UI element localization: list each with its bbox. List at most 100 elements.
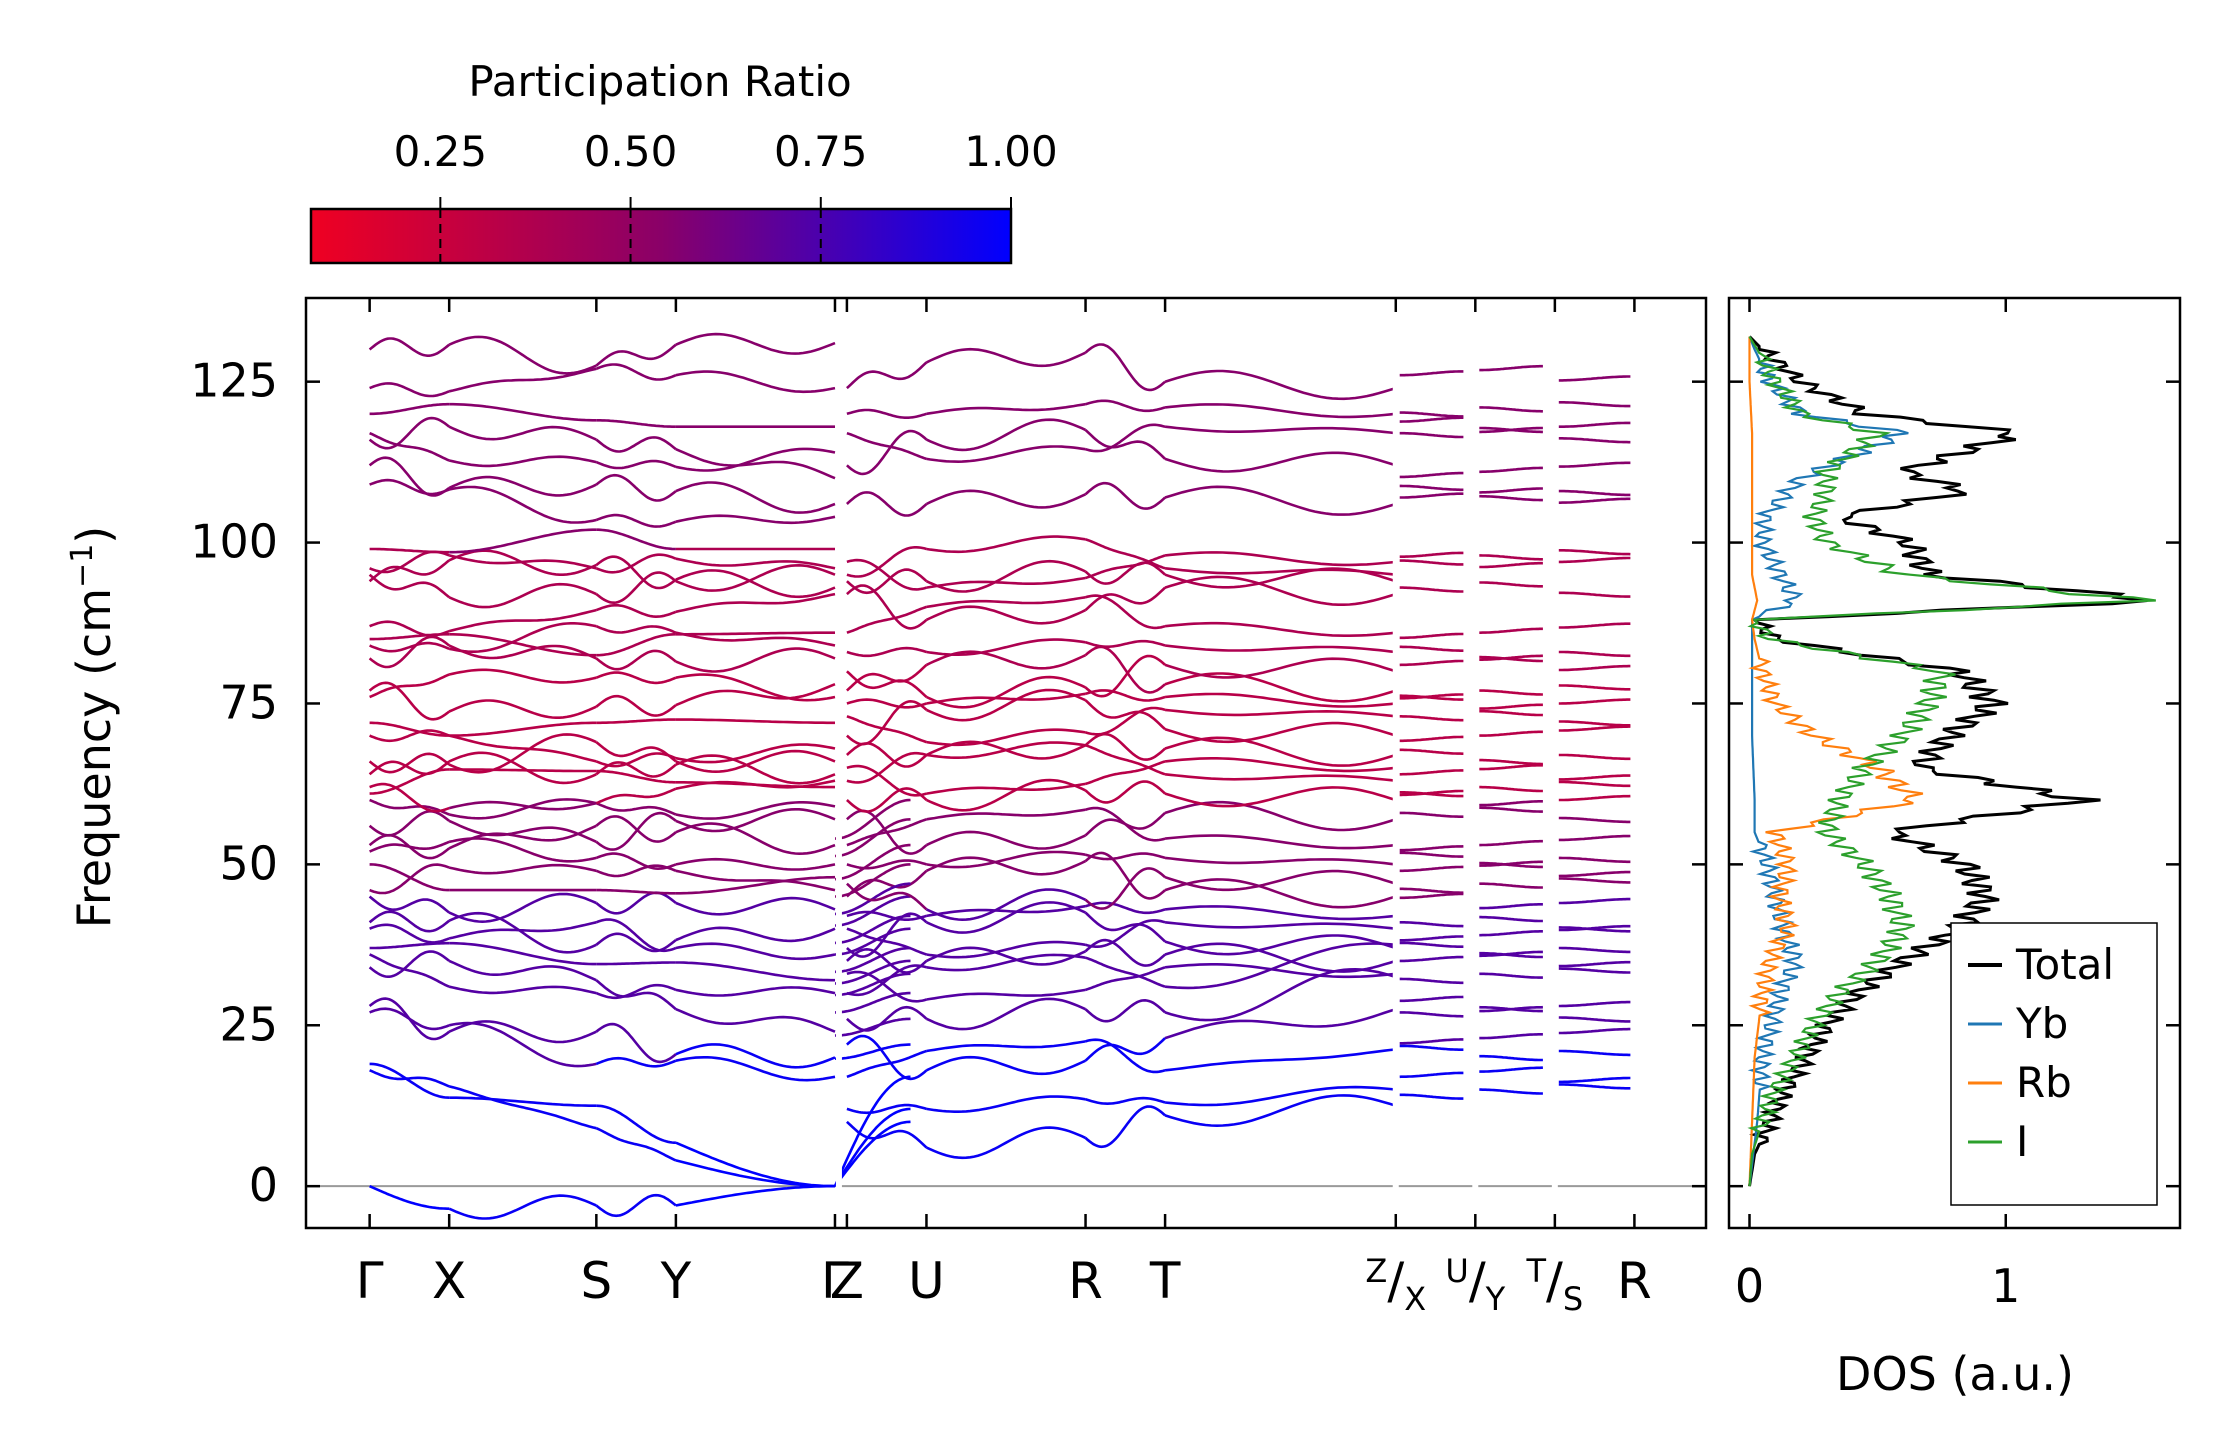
band-27-seg2-2 [925,605,1087,625]
band-37-seg1-1 [449,402,597,422]
kpoint-label-0-0: Γ [356,1252,384,1310]
band-2-seg2-1 [846,1049,927,1079]
dos-curves [1747,335,2156,1187]
band-7-seg2-1 [846,947,928,974]
band-26-flat-1 [1479,655,1543,663]
band-38-seg1-0 [369,382,450,398]
band-33-seg1-2 [595,513,677,528]
band-10-seg2-1 [846,910,927,921]
band-33-seg2-3 [1085,423,1166,453]
band-17-seg1-1 [449,768,597,773]
band-5-seg1-0 [368,950,451,978]
band-32-flat-2 [1558,489,1631,497]
band-9-seg2-4 [1164,921,1396,930]
band-26-seg1-2 [595,625,677,634]
legend-frame [1950,922,2158,1206]
band-22-seg2-2 [926,692,1086,705]
band-8-seg2-3 [1084,911,1166,943]
band-36-seg1-0 [369,431,450,462]
band-5-seg2-2 [926,953,1086,972]
frequency-axis-label: Frequency (cm−1) [65,526,121,929]
band-6-flat-1 [1479,972,1543,979]
kpoint-fraction-slash-0: / [1387,1252,1404,1310]
band-32-seg2-3 [1084,428,1166,460]
band-2-flat-0 [1399,1044,1464,1051]
segment-gap-3 [1472,300,1479,1226]
colorbar-tick-label-0: 0.25 [394,127,488,176]
band-37-flat-0 [1399,370,1464,377]
band-26-seg2-3 [1085,594,1166,630]
band-6-seg2-1 [846,970,927,1003]
band-4-seg1-2 [595,1022,677,1064]
band-7-seg2-0 [835,959,911,985]
band-32-flat-0 [1399,484,1464,492]
colorbar: Participation Ratio 0.25 0.50 0.75 1.00 [309,57,1058,265]
band-13-seg2-4 [1164,856,1396,866]
band-0-seg2-0 [833,1120,911,1187]
colorbar-tick-label-2: 0.75 [774,127,868,176]
band-21-seg1-2 [595,752,677,768]
band-15-seg2-0 [834,818,911,858]
band-25-seg1-3 [675,647,836,673]
band-22-seg2-1 [846,698,927,709]
band-17-seg2-1 [846,751,927,784]
band-28-seg1-0 [369,620,450,637]
band-35-seg1-1 [448,425,597,441]
band-22-flat-0 [1399,715,1464,722]
colorbar-tick-label-1: 0.50 [584,127,678,176]
band-21-seg2-2 [926,728,1086,747]
kpoint-fraction-slash-1: / [1469,1252,1486,1310]
band-8-flat-2 [1558,946,1631,954]
ylabel-main: Frequency (cm [67,588,121,928]
band-0-seg1-2 [595,1193,677,1218]
band-2-seg2-3 [1085,1038,1166,1074]
band-1-seg2-1 [846,1103,927,1115]
band-26-seg2-2 [926,596,1086,609]
band-4-seg1-1 [448,1020,597,1044]
band-2-flat-1 [1479,1054,1543,1062]
band-29-flat-2 [1558,556,1631,564]
colorbar-ticks: 0.25 0.50 0.75 1.00 [394,127,1058,263]
band-21-seg2-3 [1085,706,1166,736]
band-14-seg1-2 [595,815,677,843]
band-19-seg1-3 [675,754,836,785]
band-14-flat-0 [1399,851,1464,858]
band-1-seg2-0 [833,1107,911,1187]
band-30-seg2-1 [846,558,927,591]
kpoint-fraction-1: U/Y [1445,1252,1505,1318]
band-5-seg1-2 [595,979,677,1011]
band-29-seg1-3 [675,569,836,599]
band-21-seg1-0 [369,729,450,743]
band-26-seg1-0 [369,641,450,653]
band-22-flat-2 [1558,720,1631,727]
dos-curve-rb [1748,336,1924,1187]
band-16-seg1-3 [675,801,836,820]
dos-xtick-label-1: 1 [1991,1259,2020,1313]
band-12-flat-2 [1558,877,1631,884]
band-3-seg2-1 [846,1034,928,1081]
band-9-seg2-3 [1085,919,1166,948]
band-32-seg1-1 [449,528,597,554]
band-10-seg2-4 [1164,905,1396,921]
band-15-seg1-3 [675,808,836,833]
band-1-flat-1 [1479,1066,1543,1073]
band-26-seg1-3 [675,631,836,647]
band-27-seg2-4 [1164,575,1397,606]
band-18-seg1-2 [595,787,677,805]
dos-curve-yb [1747,336,1909,1187]
band-0-flat-1 [1479,1088,1543,1095]
band-7-flat-2 [1558,960,1631,968]
band-7-seg1-3 [675,961,835,982]
band-6-seg2-4 [1164,963,1396,979]
band-6-flat-2 [1558,967,1631,974]
kpoint-fraction-num-2: T [1526,1252,1547,1290]
band-8-seg1-2 [595,918,677,953]
kpoint-label-1-2: R [1068,1252,1103,1310]
band-9-seg1-1 [448,911,597,954]
legend-label-rb: Rb [2016,1058,2072,1107]
band-18-seg1-0 [369,782,450,813]
band-35-seg2-4 [1164,369,1397,401]
